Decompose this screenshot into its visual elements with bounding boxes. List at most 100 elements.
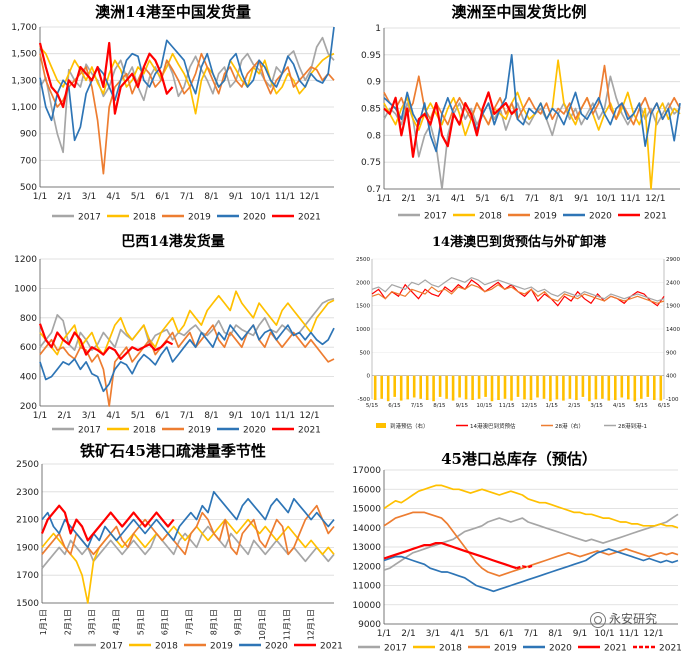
port-arrivals-y-tick-right: 1900 <box>666 304 680 310</box>
aus-ratio-legend-label: 2017 <box>424 212 447 222</box>
port-inventory-x-tick: 1/1 <box>377 629 391 639</box>
aus-ratio-x-tick: 7/1 <box>525 194 539 204</box>
aus-ratio-x-tick: 8/1 <box>549 194 563 204</box>
chart-port-inventory-svg: 45港口总库存（预估） 9000 10000 11000 12000 13000 14000… <box>352 450 682 652</box>
aus-ratio-x-tick: 11/1 <box>621 194 641 204</box>
brazil-ship-series-2018 <box>39 290 335 356</box>
brazil-ship-y-tick: 200 <box>20 402 37 412</box>
port-arrivals-bar <box>477 375 481 399</box>
port-arrivals-x-tick: 3/15 <box>590 403 603 409</box>
aus-ship-series-2021 <box>38 41 174 115</box>
port-arrivals-bar <box>614 375 617 400</box>
watermark-text: 永安研究 <box>609 612 658 626</box>
port-inventory-y-tick: 17000 <box>352 466 381 476</box>
port-arrivals-y-tick-left: 1500 <box>356 304 370 310</box>
brazil-ship-legend-label: 2021 <box>298 426 321 435</box>
port-discharge-y-tick: 1700 <box>16 571 39 581</box>
port-arrivals-bar <box>490 375 494 402</box>
port-arrivals-x-tick: 2/15 <box>568 403 581 409</box>
port-arrivals-bar <box>523 375 526 400</box>
aus-ratio-y-tick: 1 <box>375 24 381 34</box>
aus-ratio-y-tick: 0.8 <box>367 131 382 141</box>
port-inventory-x-tick: 6/1 <box>499 629 513 639</box>
port-inventory-x-tick: 2/1 <box>401 629 415 639</box>
aus-ship-x-tick: 6/1 <box>155 192 169 202</box>
port-arrivals-x-tick: 6/15 <box>658 403 671 409</box>
port-arrivals-legend-label: 到港预估（右） <box>390 422 429 430</box>
aus-ratio-y-tick: 0.95 <box>361 51 381 61</box>
port-arrivals-x-tick: 9/15 <box>456 403 469 409</box>
port-inventory-title: 45港口总库存（预估） <box>441 450 597 468</box>
brazil-ship-series-2017 <box>39 297 335 351</box>
brazil-ship-x-tick: 4/1 <box>106 411 120 421</box>
port-arrivals-bar <box>438 375 442 397</box>
aus-ship-y-tick: 1,300 <box>11 76 37 86</box>
port-inventory-legend-label: 2021 <box>659 644 682 652</box>
port-arrivals-legend-swatch <box>376 423 386 428</box>
port-arrivals-y-tick-right: 2400 <box>666 280 680 286</box>
aus-ship-series-2018 <box>39 46 335 115</box>
port-inventory-series-2021 <box>383 541 517 570</box>
aus-ship-y-tick: 900 <box>20 130 37 140</box>
brazil-ship-x-tick: 5/1 <box>131 411 145 421</box>
port-arrivals-bar <box>373 375 377 400</box>
port-arrivals-legend-label: 28港到港-1 <box>618 422 647 430</box>
chart-brazil-shipments-svg: 巴西14港发货量 200 400 600 800 1000 1200 1/1 2/1 3/1 4/1… <box>14 233 335 435</box>
port-arrivals-bar <box>451 375 455 401</box>
port-arrivals-x-tick: 11/15 <box>499 403 515 409</box>
port-inventory-legend-label: 2017 <box>384 644 407 652</box>
aus-ratio-series-2017 <box>383 75 681 190</box>
port-arrivals-legend-label: 14港澳巴到货预估 <box>470 422 516 430</box>
chart-port-inventory: 45港口总库存（预估） 9000 10000 11000 12000 13000 14000… <box>346 434 692 652</box>
port-inventory-x-tick: 4/1 <box>450 629 464 639</box>
port-discharge-x-tick: 3月1日 <box>88 609 97 635</box>
port-inventory-legend-label: 2021 <box>604 644 627 652</box>
port-inventory-x-tick: 12/1 <box>643 629 663 639</box>
port-discharge-title: 铁矿石45港口疏港量季节性 <box>80 442 266 460</box>
port-discharge-legend-label: 2019 <box>210 642 233 652</box>
chart-port-arrivals-svg: 14港澳巴到货预估与外矿卸港 -500 0 500 1000 1500 2000 2500 -1… <box>356 234 680 430</box>
port-arrivals-bar <box>607 375 611 401</box>
aus-ship-legend-label: 2020 <box>243 213 266 223</box>
port-discharge-x-tick: 10月1日 <box>258 609 267 640</box>
port-arrivals-x-tick: 6/15 <box>388 403 401 409</box>
brazil-ship-legend-label: 2017 <box>78 426 101 435</box>
port-arrivals-bar <box>516 375 520 397</box>
port-inventory-x-tick: 8/1 <box>548 629 562 639</box>
port-discharge-x-tick: 9月1日 <box>234 609 243 635</box>
port-inventory-y-tick: 14000 <box>352 524 381 534</box>
port-inventory-legend-label: 2020 <box>549 644 572 652</box>
aus-ship-x-tick: 5/1 <box>131 192 145 202</box>
port-arrivals-bar <box>432 375 435 402</box>
aus-ratio-x-tick: 6/1 <box>500 194 514 204</box>
port-arrivals-y-tick-left: 2000 <box>356 280 370 286</box>
aus-ratio-legend-label: 2021 <box>644 212 667 222</box>
port-arrivals-bar <box>464 375 468 400</box>
port-arrivals-title: 14港澳巴到货预估与外矿卸港 <box>432 234 607 250</box>
chart-brazil-shipments: 巴西14港发货量 200 400 600 800 1000 1200 1/1 2/1 3/1 4/1… <box>0 222 346 434</box>
aus-ship-x-tick: 2/1 <box>57 192 71 202</box>
port-arrivals-bar <box>594 375 598 400</box>
port-discharge-y-tick: 1900 <box>16 543 39 553</box>
port-arrivals-x-tick: 4/15 <box>613 403 626 409</box>
port-arrivals-y-tick-right: 2900 <box>666 257 680 263</box>
aus-ratio-series-2021 <box>383 91 519 158</box>
port-arrivals-bar <box>445 375 448 399</box>
port-inventory-x-tick: 5/1 <box>475 629 489 639</box>
port-discharge-x-tick: 7月1日 <box>185 609 194 635</box>
brazil-ship-x-tick: 2/1 <box>57 411 71 421</box>
port-inventory-y-tick: 13000 <box>352 543 381 553</box>
brazil-ship-series-2019 <box>39 324 335 407</box>
port-arrivals-bar <box>393 375 396 397</box>
brazil-ship-series-2020 <box>39 324 335 393</box>
brazil-ship-x-tick: 6/1 <box>155 411 169 421</box>
port-discharge-y-tick: 2300 <box>16 488 39 498</box>
port-discharge-x-tick: 12月1日 <box>307 609 316 640</box>
port-arrivals-bar <box>380 375 383 399</box>
brazil-ship-x-tick: 10/1 <box>250 411 270 421</box>
port-arrivals-bar <box>458 375 461 398</box>
port-arrivals-bar <box>536 375 539 398</box>
port-discharge-legend-label: 2021 <box>320 642 343 652</box>
port-arrivals-y-tick-left: 0 <box>367 374 371 380</box>
